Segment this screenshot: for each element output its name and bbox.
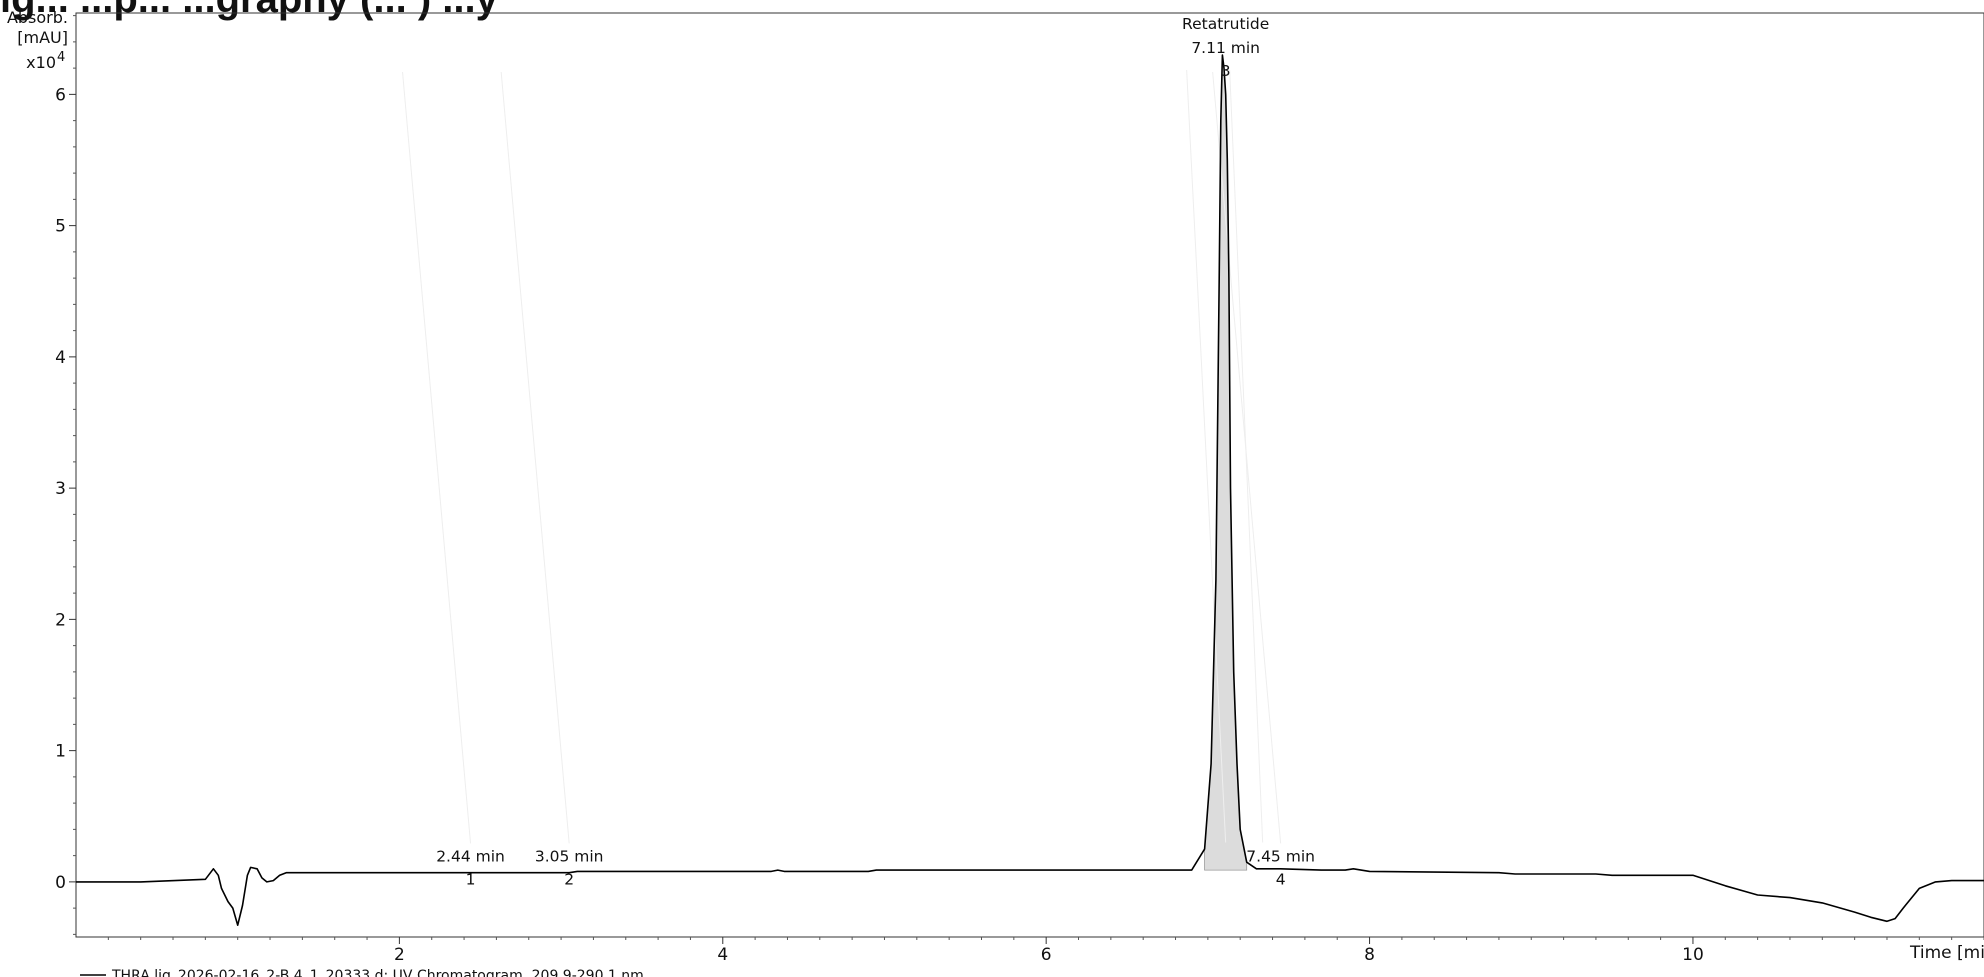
chart-title: ig... ...p... ...graphy (... ) ...y (0, 0, 499, 21)
y-axis-exponent: 4 (57, 50, 65, 65)
y-tick-label: 2 (55, 610, 66, 630)
x-tick-label: 6 (1041, 945, 1052, 965)
y-tick-label: 5 (55, 217, 66, 237)
y-tick-label: 6 (55, 85, 66, 105)
peak-time-label: 7.45 min (1246, 847, 1315, 865)
peak-name-label: Retatrutide (1182, 15, 1269, 33)
peak-number-label: 4 (1276, 870, 1286, 888)
peak-number-label: 2 (564, 870, 574, 888)
peak-leader-line (500, 71, 570, 844)
x-axis-label: Time [min] (1909, 943, 1984, 963)
peak-annotations: 2.44 min 1 3.05 min 2 Retatrutide 7.11 min 3 7.… (436, 15, 1315, 888)
plot-frame (75, 12, 1984, 938)
peak-time-label: 7.11 min (1191, 39, 1260, 57)
peak-time-label: 2.44 min (436, 847, 505, 865)
axis-layer: 0 1 2 3 4 5 6 2 4 6 8 10 (55, 15, 1984, 965)
y-axis-label-line2: [mAU] (17, 28, 68, 47)
y-axis-label-line1: Absorb. (7, 8, 68, 27)
y-tick-label: 3 (55, 479, 66, 499)
y-tick-label: 4 (55, 348, 66, 368)
y-axis-multiplier: x10 (26, 53, 56, 72)
peak-leader-line (1186, 69, 1227, 843)
peak-number-label: 3 (1221, 62, 1231, 80)
y-tick-label: 0 (55, 873, 66, 893)
legend-entry: THRA lig_2026-02-16_2-B 4_1_20333.d: UV … (111, 968, 644, 977)
peak-time-label: 3.05 min (535, 847, 604, 865)
peak-number-label: 1 (466, 870, 476, 888)
x-tick-label: 8 (1364, 945, 1375, 965)
x-tick-label: 10 (1682, 945, 1704, 965)
trace-layer (76, 54, 1984, 926)
x-tick-label: 4 (717, 945, 728, 965)
peak-leader-line (1212, 71, 1282, 844)
peak-leader-line (402, 71, 472, 844)
peak-leader-lines (402, 69, 1282, 844)
y-tick-label: 1 (55, 742, 66, 762)
chromatogram-trace (76, 54, 1984, 926)
x-tick-label: 2 (394, 945, 405, 965)
